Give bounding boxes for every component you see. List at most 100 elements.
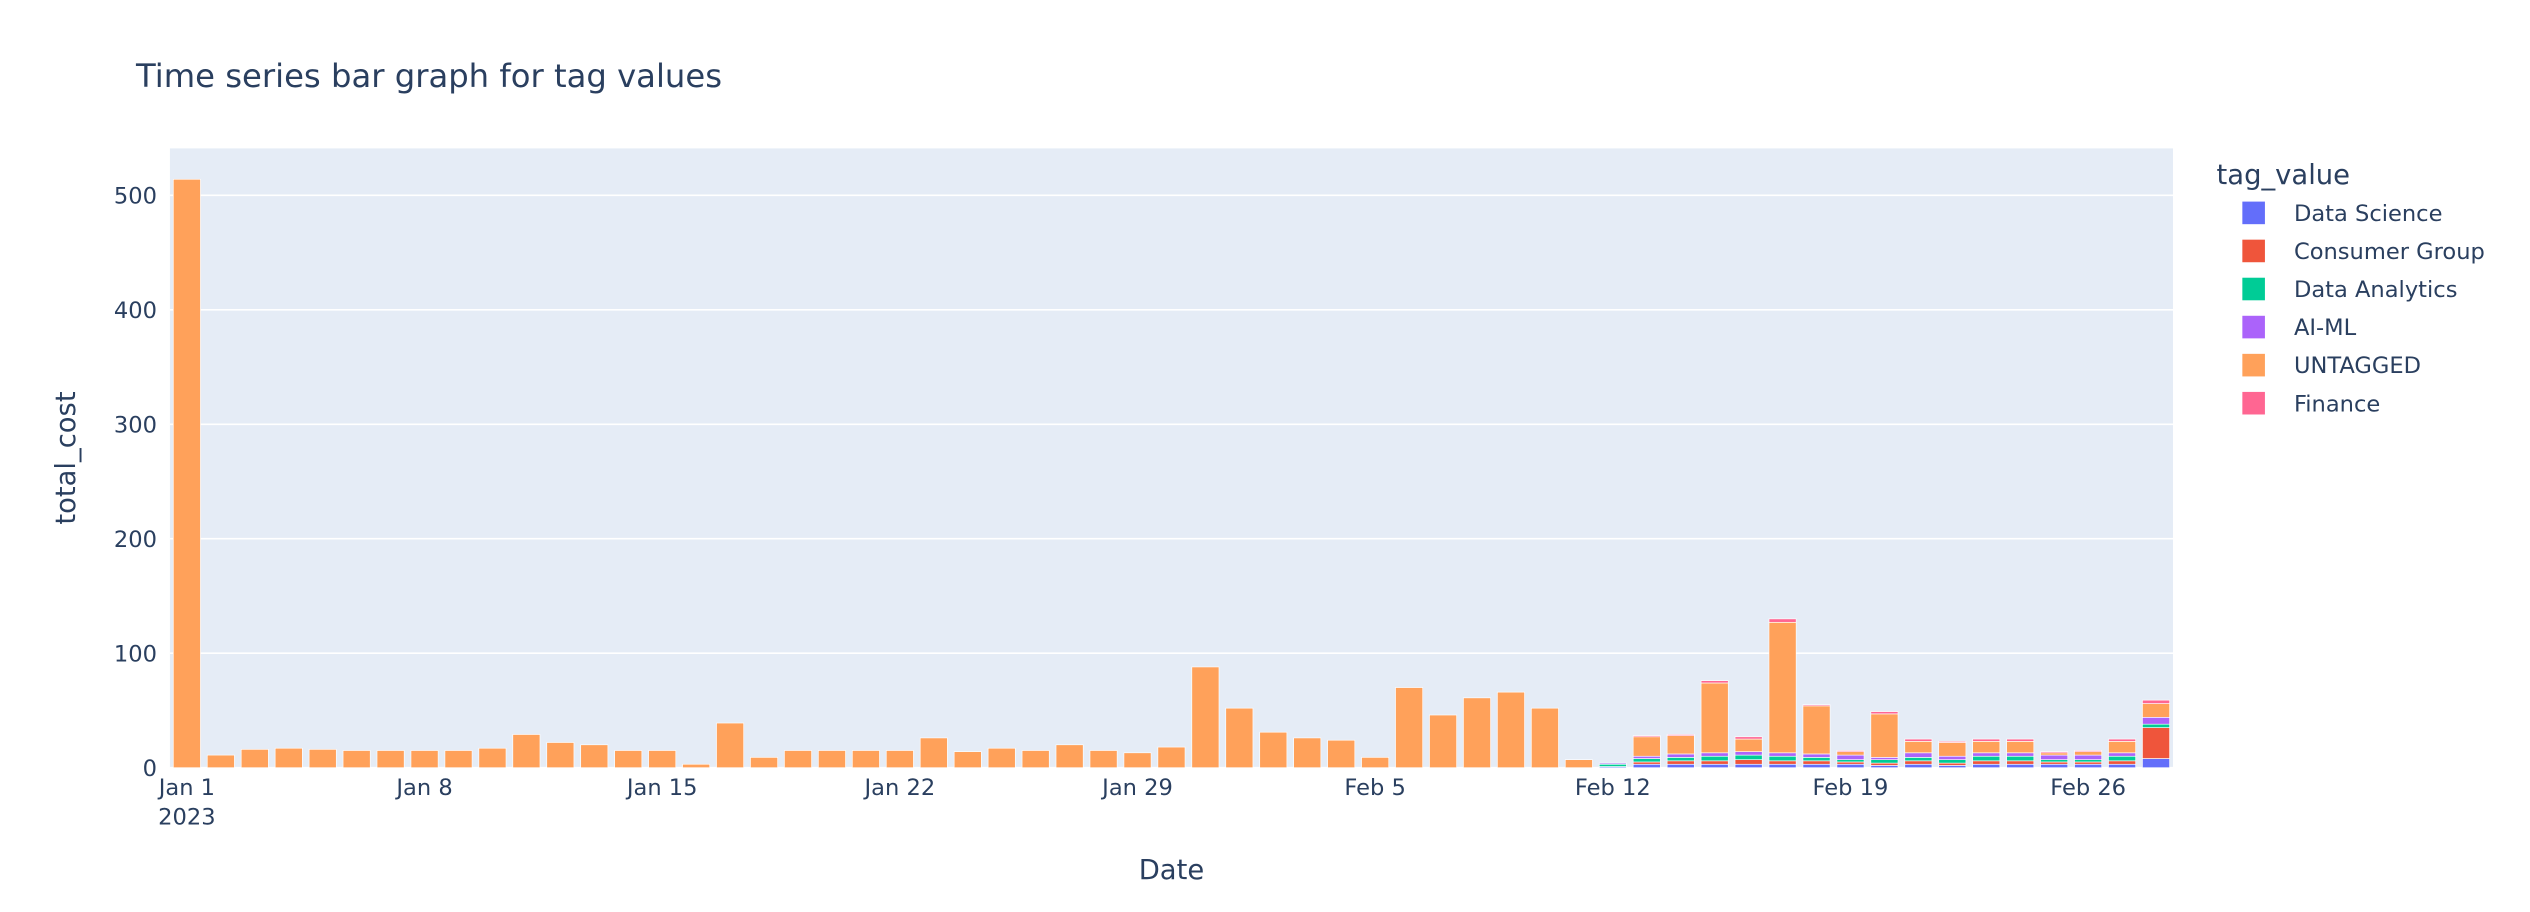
bar-segment — [2006, 760, 2035, 765]
bar-segment — [1632, 758, 1661, 763]
bar-segment — [2074, 750, 2103, 752]
bar-segment — [1259, 731, 1288, 769]
legend-label: AI-ML — [2294, 315, 2357, 341]
bar-segment — [1463, 697, 1491, 769]
bar-segment — [546, 742, 575, 769]
bar-segment — [2142, 699, 2170, 704]
bar-segment — [919, 737, 948, 769]
bar-segment — [1564, 759, 1593, 769]
bar-segment — [172, 178, 201, 769]
bar-segment — [2074, 763, 2103, 769]
bar-segment — [1870, 713, 1899, 758]
bar-segment — [1632, 763, 1661, 769]
bar-segment — [1225, 707, 1254, 769]
bar-segment — [2074, 759, 2103, 763]
bar-segment — [2108, 738, 2136, 742]
bar-segment — [953, 751, 982, 769]
bar-segment — [2108, 741, 2136, 754]
x-tick-label: Jan 15 — [625, 775, 698, 801]
bar-segment — [1395, 687, 1424, 769]
bar-segment — [1666, 735, 1695, 755]
bar-segment — [1191, 666, 1220, 769]
bar-segment — [1666, 753, 1695, 758]
bar-segment — [1700, 752, 1729, 757]
bar-segment — [1768, 755, 1797, 762]
bar-segment — [1598, 762, 1627, 765]
legend-swatch — [2242, 353, 2265, 377]
bar-segment — [1938, 765, 1967, 769]
bar-segment — [274, 747, 303, 769]
bar-segment — [2108, 760, 2136, 765]
bar-segment — [1904, 763, 1933, 769]
bar-segment — [1904, 738, 1933, 742]
bar-segment — [716, 722, 745, 769]
bar-segment — [1904, 752, 1933, 758]
legend-label: Data Analytics — [2294, 277, 2458, 303]
bar-segment — [1870, 765, 1899, 769]
bar-segment — [2142, 716, 2170, 725]
bar-segment — [1768, 760, 1797, 765]
bar-segment — [206, 754, 235, 769]
bar-segment — [1836, 751, 1865, 756]
y-tick-label: 500 — [114, 183, 157, 209]
bar-segment — [1972, 741, 2001, 754]
bar-segment — [1938, 759, 1967, 764]
bar-segment — [1870, 711, 1899, 715]
bar-segment — [2142, 727, 2170, 759]
plot-area — [169, 148, 2174, 768]
bar-segment — [1836, 761, 1865, 765]
bar-segment — [1666, 760, 1695, 765]
bar-segment — [1802, 753, 1831, 758]
x-tick-label: Jan 22 — [863, 775, 936, 801]
bar-segment — [1972, 755, 2001, 762]
bar-segment — [1870, 759, 1899, 764]
bar-segment — [2040, 759, 2069, 763]
bar-segment — [1734, 736, 1763, 740]
bar-segment — [1768, 763, 1797, 769]
bar-segment — [1361, 757, 1390, 769]
bar-segment — [1836, 763, 1865, 769]
legend-swatch — [2242, 239, 2265, 263]
bar-segment — [2040, 752, 2069, 756]
bar-segment — [2074, 761, 2103, 765]
bar-segment — [2006, 741, 2035, 754]
bar-segment — [1938, 762, 1967, 766]
bar-segment — [2006, 738, 2035, 742]
bar-segment — [1497, 691, 1525, 769]
x-tick-label: Feb 26 — [2050, 775, 2126, 801]
bar-segment — [478, 747, 507, 769]
bar-segment — [1904, 760, 1933, 765]
bar-segment — [1700, 682, 1729, 754]
bar-segment — [1327, 739, 1356, 769]
x-tick-label: Jan 1 2023 — [157, 775, 216, 830]
bar-segment — [1734, 751, 1763, 756]
bar-segment — [2142, 723, 2170, 728]
bar-segment — [818, 750, 846, 769]
bar-segment — [1870, 757, 1899, 760]
bar-segment — [342, 750, 371, 769]
bar-segment — [2006, 752, 2035, 757]
bar-segment — [2074, 751, 2103, 756]
bar-segment — [1666, 734, 1695, 736]
legend-swatch — [2242, 391, 2265, 415]
bar-segment — [1123, 752, 1152, 769]
x-tick-label: Feb 12 — [1575, 775, 1651, 801]
bar-segment — [1700, 760, 1729, 765]
bar-segment — [1632, 735, 1661, 738]
bar-segment — [2108, 763, 2136, 769]
y-tick-label: 400 — [114, 298, 157, 324]
bar-segment — [1666, 757, 1695, 762]
bar-segment — [2074, 754, 2103, 760]
bar-segment — [1972, 760, 2001, 765]
bar-segment — [1089, 750, 1118, 769]
bar-segment — [784, 750, 812, 769]
bar-segment — [1802, 760, 1831, 765]
bar-segment — [2108, 755, 2136, 762]
bar-segment — [1904, 741, 1933, 754]
bar-segment — [1938, 741, 1967, 743]
chart-title: Time series bar graph for tag values — [135, 57, 722, 95]
bar-segment — [1598, 763, 1627, 767]
bar-segment — [2040, 751, 2069, 754]
legend-title: tag_value — [2217, 160, 2351, 191]
bar-segment — [1972, 763, 2001, 769]
